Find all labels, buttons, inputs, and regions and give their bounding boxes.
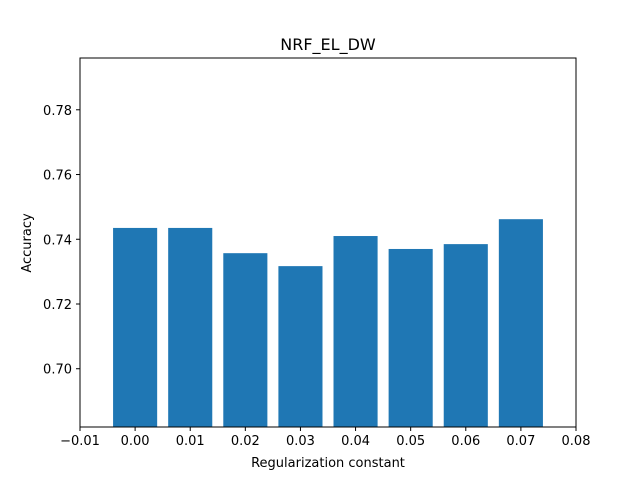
x-tick-label: 0.00 (121, 434, 150, 449)
bar (333, 236, 378, 427)
x-tick-label: 0.06 (451, 434, 480, 449)
y-axis-label: Accuracy (20, 213, 35, 273)
x-tick-label: 0.08 (562, 434, 591, 449)
x-tick-label: 0.01 (176, 434, 205, 449)
y-tick-label: 0.76 (43, 169, 72, 184)
x-tick-label: 0.05 (396, 434, 425, 449)
x-tick-label: 0.03 (286, 434, 315, 449)
bar (113, 227, 158, 427)
x-axis-ticks: −0.01 0.00 0.01 0.02 0.03 0.04 0.05 0.06 0.07 0.0… (60, 427, 590, 449)
x-tick-label: 0.04 (341, 434, 370, 449)
y-tick-label: 0.72 (43, 298, 72, 313)
bar (223, 253, 268, 427)
x-axis-label: Regularization constant (251, 456, 405, 471)
y-tick-label: 0.70 (43, 363, 72, 378)
y-tick-label: 0.74 (43, 233, 72, 248)
y-tick-label: 0.78 (43, 104, 72, 119)
bar (443, 244, 488, 427)
x-tick-label: 0.07 (506, 434, 535, 449)
plot-frame (79, 57, 577, 428)
bar (278, 266, 323, 427)
y-axis-ticks: 0.70 0.72 0.74 0.76 0.78 (43, 104, 80, 378)
bar (498, 219, 543, 427)
x-tick-label: 0.02 (231, 434, 260, 449)
chart-title: NRF_EL_DW (280, 35, 376, 55)
x-tick-label: −0.01 (60, 434, 100, 449)
bar (168, 227, 213, 427)
bars-group (113, 219, 543, 427)
bar (388, 248, 433, 427)
